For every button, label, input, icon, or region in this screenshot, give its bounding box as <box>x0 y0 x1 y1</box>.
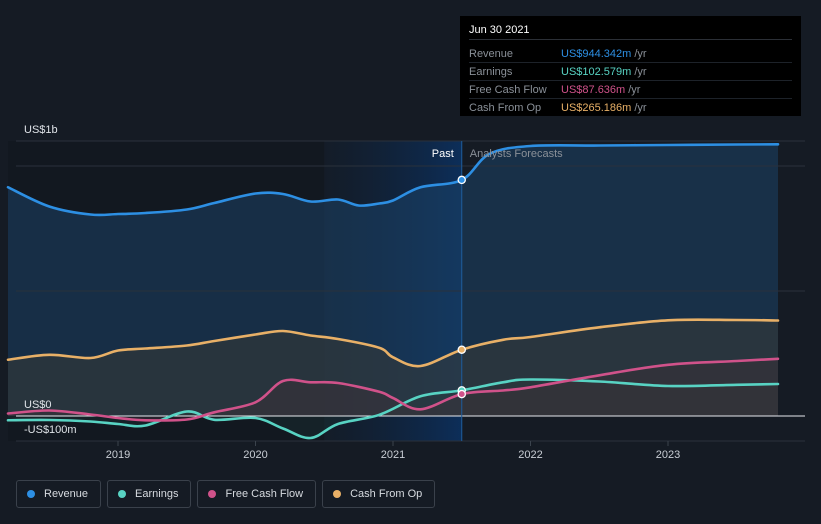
cash-from-op-line <box>6 318 780 368</box>
tooltip-row: Earnings US$102.579m/yr <box>469 63 792 81</box>
earnings-line <box>6 378 780 440</box>
cash-from-op-marker <box>457 345 466 354</box>
x-tick-label: 2020 <box>243 449 267 461</box>
tooltip-panel: Jun 30 2021 Revenue US$944.342m/yr Earning… <box>460 16 801 116</box>
tooltip-row-unit: /yr <box>634 65 647 78</box>
x-tick-label: 2022 <box>518 449 542 461</box>
tooltip-row-unit: /yr <box>628 83 641 96</box>
x-tick-label: 2019 <box>106 449 130 461</box>
legend-dot-icon <box>208 490 217 498</box>
legend-dot-icon <box>118 490 127 498</box>
tooltip-row: Cash From Op US$265.186m/yr <box>469 99 792 116</box>
revenue-marker <box>457 175 466 185</box>
y-label-bottom: -US$100m <box>24 424 77 436</box>
tooltip-date: Jun 30 2021 <box>469 24 792 40</box>
past-label: Past <box>432 148 454 160</box>
tooltip-row-unit: /yr <box>634 101 647 114</box>
legend-item-cash-from-op[interactable]: Cash From Op <box>322 480 436 508</box>
revenue-line <box>6 143 780 217</box>
tooltip-row-label: Free Cash Flow <box>469 83 547 96</box>
legend-label: Revenue <box>44 488 89 500</box>
legend-item-free-cash-flow[interactable]: Free Cash Flow <box>197 480 317 508</box>
legend-dot-icon <box>333 490 342 498</box>
free-cash-flow-marker <box>457 389 466 399</box>
tooltip-row-value: US$87.636m <box>561 83 626 96</box>
forecast-label: Analysts Forecasts <box>470 148 563 160</box>
tooltip-row: Revenue US$944.342m/yr <box>469 45 792 63</box>
legend-label: Earnings <box>135 488 179 500</box>
free-cash-flow-line <box>6 357 780 422</box>
legend: Revenue Earnings Free Cash Flow Cash From O… <box>16 480 436 508</box>
y-label-top: US$1b <box>24 124 58 136</box>
x-tick-label: 2021 <box>381 449 405 461</box>
legend-label: Cash From Op <box>350 488 423 500</box>
tooltip-row: Free Cash Flow US$87.636m/yr <box>469 81 792 99</box>
y-label-zero: US$0 <box>24 399 52 411</box>
tooltip-row-label: Cash From Op <box>469 101 542 114</box>
tooltip-row-value: US$944.342m <box>561 47 632 60</box>
tooltip-row-value: US$102.579m <box>561 65 632 78</box>
tooltip-row-label: Revenue <box>469 47 514 60</box>
tooltip-row-label: Earnings <box>469 65 513 78</box>
tooltip-row-unit: /yr <box>634 47 647 60</box>
tooltip-row-value: US$265.186m <box>561 101 632 114</box>
x-tick-label: 2023 <box>656 449 680 461</box>
legend-item-earnings[interactable]: Earnings <box>107 480 192 508</box>
legend-item-revenue[interactable]: Revenue <box>16 480 102 508</box>
legend-label: Free Cash Flow <box>225 488 304 500</box>
legend-dot-icon <box>27 490 35 498</box>
